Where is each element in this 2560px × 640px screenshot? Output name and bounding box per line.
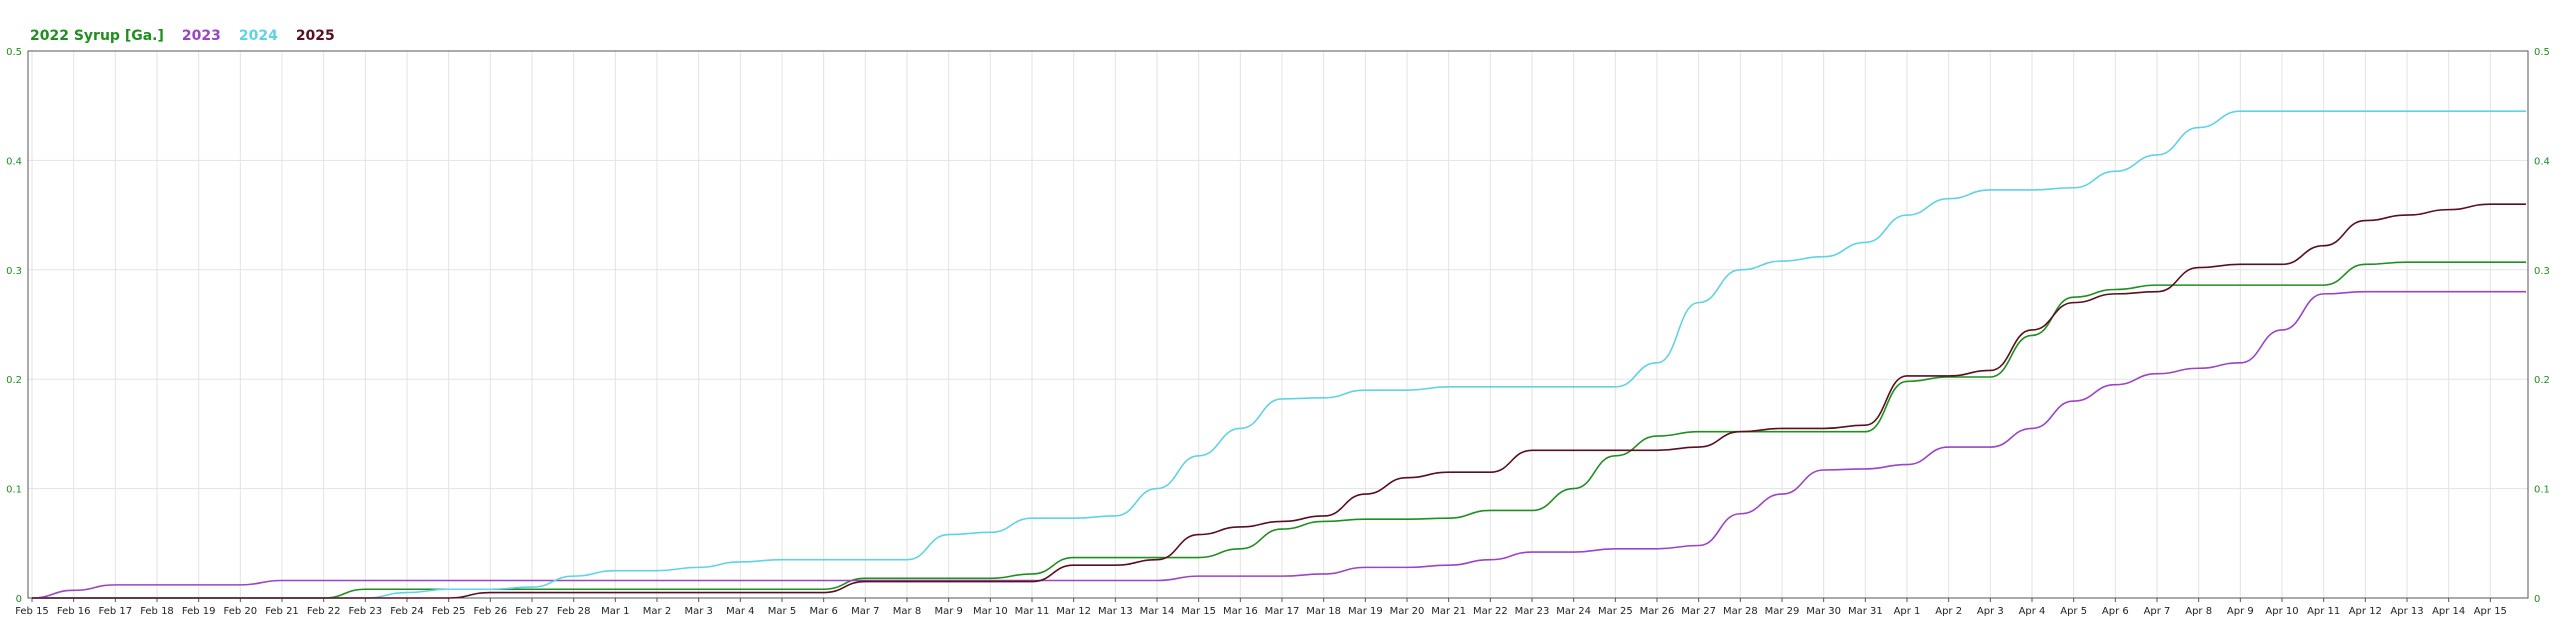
- x-tick-label: Mar 6: [809, 606, 837, 617]
- x-tick-label: Apr 2: [1935, 606, 1962, 617]
- x-tick-label: Apr 9: [2227, 606, 2254, 617]
- x-tick-label: Mar 29: [1765, 606, 1800, 617]
- y-tick-label-right: 0.3: [2534, 266, 2550, 277]
- x-tick-label: Feb 16: [57, 606, 91, 617]
- x-tick-label: Mar 17: [1265, 606, 1300, 617]
- x-tick-label: Mar 18: [1306, 606, 1341, 617]
- y-tick-label-right: 0: [2534, 594, 2540, 605]
- legend-item-2024: 2024: [238, 28, 278, 44]
- x-tick-label: Apr 4: [2019, 606, 2046, 617]
- x-tick-label: Mar 30: [1806, 606, 1841, 617]
- x-tick-label: Apr 6: [2102, 606, 2129, 617]
- series-line-2025: [32, 203, 2526, 599]
- x-tick-label: Mar 25: [1598, 606, 1633, 617]
- x-tick-label: Mar 19: [1348, 606, 1383, 617]
- chart-legend: 2022 Syrup [Ga.] 2023 2024 2025: [30, 28, 335, 44]
- x-tick-label: Feb 21: [265, 606, 299, 617]
- y-tick-label-left: 0.3: [6, 266, 22, 277]
- x-tick-label: Feb 24: [390, 606, 424, 617]
- y-tick-label-left: 0: [16, 594, 22, 605]
- series-line-2024: [32, 110, 2526, 599]
- x-tick-label: Mar 5: [768, 606, 796, 617]
- x-tick-label: Mar 16: [1223, 606, 1258, 617]
- x-tick-label: Feb 23: [349, 606, 383, 617]
- x-tick-label: Apr 3: [1977, 606, 2004, 617]
- x-tick-label: Mar 24: [1556, 606, 1591, 617]
- x-tick-label: Feb 28: [557, 606, 591, 617]
- x-tick-label: Mar 4: [726, 606, 754, 617]
- x-tick-label: Apr 15: [2474, 606, 2507, 617]
- x-tick-label: Feb 19: [182, 606, 216, 617]
- y-tick-label-left: 0.2: [6, 375, 22, 386]
- y-tick-label-left: 0.4: [6, 156, 22, 167]
- legend-item-2025: 2025: [295, 28, 335, 44]
- x-tick-label: Feb 27: [515, 606, 549, 617]
- x-tick-label: Mar 27: [1681, 606, 1716, 617]
- legend-item-2022: 2022 Syrup [Ga.]: [30, 28, 164, 44]
- x-tick-label: Mar 15: [1181, 606, 1216, 617]
- y-axis-left: 0 0.1 0.2 0.3 0.4 0.5: [6, 47, 22, 605]
- x-tick-label: Feb 17: [99, 606, 133, 617]
- x-tick-label: Apr 7: [2144, 606, 2171, 617]
- x-tick-label: Feb 15: [15, 606, 49, 617]
- x-tick-label: Apr 1: [1894, 606, 1921, 617]
- y-tick-label-left: 0.5: [6, 47, 22, 58]
- x-tick-label: Mar 10: [973, 606, 1008, 617]
- y-tick-label-left: 0.1: [6, 485, 22, 496]
- x-tick-label: Mar 14: [1140, 606, 1175, 617]
- x-tick-label: Feb 18: [140, 606, 174, 617]
- x-tick-label: Apr 12: [2349, 606, 2382, 617]
- x-tick-label: Mar 11: [1015, 606, 1050, 617]
- x-axis: Feb 15 Feb 16 Feb 17 Feb 18 Feb 19 Feb 20 Feb …: [15, 598, 2507, 617]
- x-tick-label: Mar 20: [1390, 606, 1425, 617]
- x-tick-label: Mar 8: [893, 606, 921, 617]
- x-tick-label: Mar 3: [684, 606, 712, 617]
- y-tick-label-right: 0.4: [2534, 156, 2550, 167]
- x-tick-label: Apr 8: [2185, 606, 2212, 617]
- series-line-2023: [31, 290, 2526, 599]
- x-tick-label: Apr 13: [2390, 606, 2423, 617]
- series-line-2022: [32, 261, 2526, 599]
- x-tick-label: Mar 2: [643, 606, 671, 617]
- y-axis-right: 0 0.1 0.2 0.3 0.4 0.5: [2534, 47, 2550, 605]
- x-tick-label: Mar 12: [1056, 606, 1091, 617]
- x-tick-label: Apr 5: [2060, 606, 2087, 617]
- series-lines: [31, 110, 2526, 599]
- y-tick-label-right: 0.2: [2534, 375, 2550, 386]
- x-tick-label: Mar 1: [601, 606, 629, 617]
- x-tick-label: Mar 21: [1431, 606, 1466, 617]
- x-tick-label: Mar 31: [1848, 606, 1883, 617]
- x-tick-label: Apr 14: [2432, 606, 2465, 617]
- x-tick-label: Mar 23: [1515, 606, 1550, 617]
- x-tick-label: Mar 9: [934, 606, 962, 617]
- x-tick-label: Feb 25: [432, 606, 466, 617]
- x-tick-label: Mar 26: [1640, 606, 1675, 617]
- x-tick-label: Feb 22: [307, 606, 341, 617]
- y-tick-label-right: 0.5: [2534, 47, 2550, 58]
- x-tick-label: Feb 26: [474, 606, 508, 617]
- chart-grid: [28, 50, 2528, 599]
- x-tick-label: Mar 7: [851, 606, 879, 617]
- legend-item-2023: 2023: [181, 28, 221, 44]
- x-tick-label: Mar 13: [1098, 606, 1133, 617]
- x-tick-label: Apr 11: [2307, 606, 2340, 617]
- x-tick-label: Mar 22: [1473, 606, 1508, 617]
- x-tick-label: Mar 28: [1723, 606, 1758, 617]
- y-tick-label-right: 0.1: [2534, 485, 2550, 496]
- x-tick-label: Feb 20: [224, 606, 258, 617]
- x-tick-label: Apr 10: [2265, 606, 2298, 617]
- plot-frame: [27, 50, 2529, 599]
